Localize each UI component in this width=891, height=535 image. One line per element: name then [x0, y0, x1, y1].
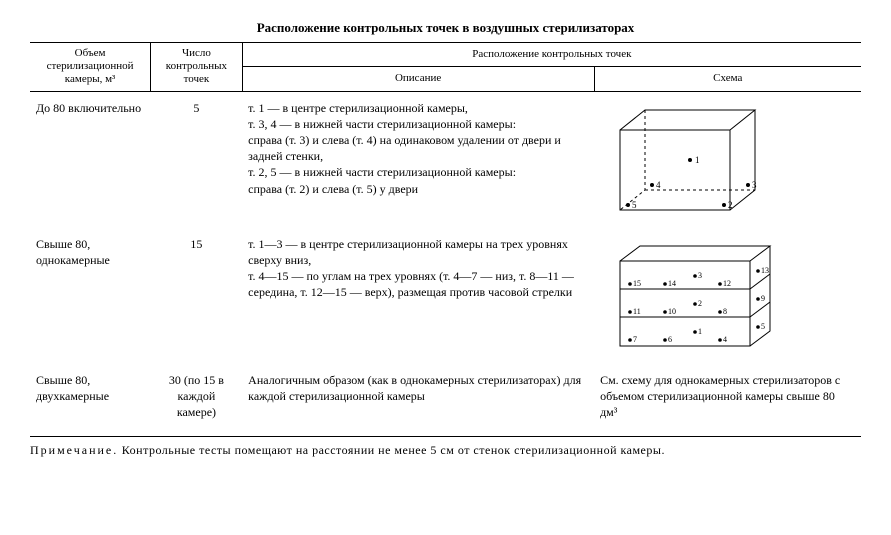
cell-description: т. 1 — в центре стерилизационной камеры,… — [242, 91, 594, 228]
header-group: Расположение контрольных точек — [242, 43, 861, 67]
svg-text:1: 1 — [698, 327, 702, 336]
cell-count: 5 — [151, 91, 243, 228]
cell-description: т. 1—3 — в центре стерилизационной камер… — [242, 228, 594, 364]
cell-schema: 15 14 12 13 3 11 10 8 9 2 7 6 — [594, 228, 861, 364]
table-row: Свыше 80, однокамерные 15 т. 1—3 — в цен… — [30, 228, 861, 364]
svg-text:4: 4 — [723, 335, 727, 344]
cell-volume: Свыше 80, двухкамерные — [30, 364, 151, 429]
header-count: Число контрольных точек — [151, 43, 243, 92]
svg-text:2: 2 — [698, 299, 702, 308]
svg-text:3: 3 — [752, 180, 757, 190]
cube-15-diagram: 15 14 12 13 3 11 10 8 9 2 7 6 — [600, 236, 790, 356]
header-description: Описание — [242, 67, 594, 91]
svg-text:6: 6 — [668, 335, 672, 344]
table-row: До 80 включительно 5 т. 1 — в центре сте… — [30, 91, 861, 228]
control-points-table: Объем стерилизационной камеры, м³ Число … — [30, 42, 861, 428]
svg-text:15: 15 — [633, 279, 641, 288]
cell-schema: 1 2 3 4 5 — [594, 91, 861, 228]
cell-count: 15 — [151, 228, 243, 364]
svg-text:1: 1 — [695, 155, 700, 165]
svg-text:13: 13 — [761, 266, 769, 275]
cell-volume: До 80 включительно — [30, 91, 151, 228]
table-title: Расположение контрольных точек в воздушн… — [30, 20, 861, 36]
cell-schema-text: См. схему для однокамерных стерилизаторо… — [594, 364, 861, 429]
svg-text:14: 14 — [668, 279, 676, 288]
footnote-label: Примечание. — [30, 443, 118, 457]
cube-5-diagram: 1 2 3 4 5 — [600, 100, 770, 220]
table-row: Свыше 80, двухкамерные 30 (по 15 в каждо… — [30, 364, 861, 429]
svg-text:8: 8 — [723, 307, 727, 316]
svg-text:12: 12 — [723, 279, 731, 288]
svg-text:7: 7 — [633, 335, 637, 344]
header-schema: Схема — [594, 67, 861, 91]
svg-text:11: 11 — [633, 307, 641, 316]
svg-text:3: 3 — [698, 271, 702, 280]
cell-volume: Свыше 80, однокамерные — [30, 228, 151, 364]
cell-count: 30 (по 15 в каждой камере) — [151, 364, 243, 429]
footnote-text: Контрольные тесты помещают на расстоянии… — [122, 443, 665, 457]
svg-text:5: 5 — [761, 322, 765, 331]
svg-text:5: 5 — [632, 200, 637, 210]
cell-description: Аналогичным образом (как в однокамерных … — [242, 364, 594, 429]
svg-text:4: 4 — [656, 180, 661, 190]
svg-text:9: 9 — [761, 294, 765, 303]
header-volume: Объем стерилизационной камеры, м³ — [30, 43, 151, 92]
svg-text:10: 10 — [668, 307, 676, 316]
footnote: Примечание. Контрольные тесты помещают н… — [30, 436, 861, 458]
svg-text:2: 2 — [728, 200, 733, 210]
